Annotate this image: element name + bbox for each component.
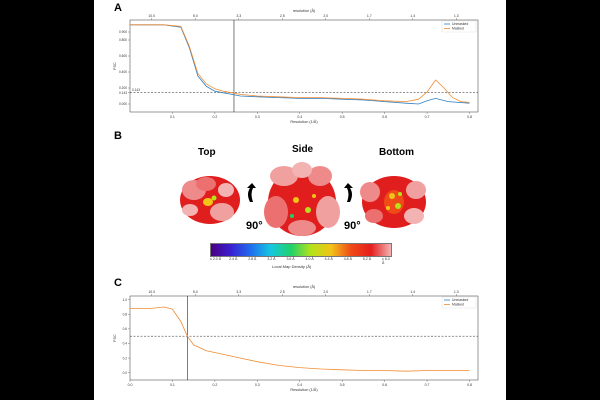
panel-b-letter: B	[114, 130, 122, 142]
y-tick-label: 0.0	[123, 371, 128, 375]
colorbar-tick-label: 3.6 Å	[286, 257, 295, 261]
figure-sheet: A 0.1 0.2 0.3 0.4 0.5 0.6 0.7 0.8 10.0 5.0 3.3 2.5 2…	[94, 0, 506, 400]
rotate-arrow-icon	[344, 183, 353, 202]
x-tick-label: 0.5	[340, 383, 345, 387]
top-tick-label: 5.0	[193, 290, 198, 294]
y-tick-label: 1.0	[123, 298, 128, 302]
top-tick-label: 2.0	[323, 14, 328, 18]
rotation-label-left: 90°	[246, 220, 263, 232]
x-axis-label: Resolution (1/Å)	[290, 119, 318, 124]
colorbar-title: Local Map Density (Å)	[272, 264, 312, 269]
series-unmasked	[130, 24, 470, 105]
y-tick-label: 0.800	[119, 38, 127, 42]
colorbar-tick-label: ≥ 6.0 Å	[382, 257, 390, 265]
x-tick-label: 0.4	[297, 383, 302, 387]
x-tick-label: 0.8	[467, 115, 472, 119]
x-tick-label: 0.7	[425, 383, 430, 387]
legend-box	[441, 20, 477, 33]
plot-frame	[129, 295, 479, 381]
legend-label-unmasked: Unmasked	[452, 22, 468, 26]
legend-label-masked: Masked	[452, 27, 464, 31]
colorbar-tick-label: 4.0 Å	[305, 257, 314, 261]
rotation-label-right: 90°	[344, 220, 361, 232]
top-tick-label: 1.4	[410, 14, 415, 18]
plot-frame	[129, 19, 479, 113]
colorbar-tick-labels: ≤ 2.0 Å 2.4 Å 2.8 Å 3.2 Å 3.6 Å 4.0 Å 4.4 Å 4.8…	[210, 257, 390, 265]
y-axis-label: FSC	[113, 62, 117, 70]
x-tick-label: 0.6	[382, 383, 387, 387]
top-tick-label: 2.0	[323, 290, 328, 294]
legend-label-unmasked: Unmasked	[452, 298, 468, 302]
y-tick-label: 0.143	[119, 91, 127, 95]
fsc-chart-c: 0.0 0.1 0.2 0.3 0.4 0.5 0.6 0.7 0.8 10.0 5.0 3.3 2.5…	[113, 284, 479, 392]
x-tick-label: 0.7	[425, 115, 430, 119]
threshold-label: 0.143	[132, 88, 140, 92]
x-tick-label: 0.4	[297, 115, 302, 119]
y-tick-label: 0.900	[119, 30, 127, 34]
map-bottom-view	[360, 176, 426, 228]
colorbar-tick-label: 2.4 Å	[229, 257, 238, 261]
view-title-bottom: Bottom	[379, 147, 414, 158]
x-tick-label: 0.6	[382, 115, 387, 119]
y-tick-label: 0.600	[119, 54, 127, 58]
x-tick-label: 0.2	[212, 383, 217, 387]
top-tick-label: 1.3	[454, 14, 459, 18]
top-tick-label: 3.3	[236, 14, 241, 18]
x-axis-label: Resolution (1/Å)	[290, 387, 318, 392]
x-tick-label: 0.2	[212, 115, 217, 119]
density-maps	[180, 162, 426, 236]
top-tick-label: 1.7	[367, 290, 372, 294]
y-tick-label: 0.200	[119, 86, 127, 90]
legend-box	[441, 296, 477, 309]
x-tick-label: 0.5	[340, 115, 345, 119]
series-masked	[130, 306, 470, 372]
x-tick-label: 0.3	[255, 383, 260, 387]
y-tick-label: 0.000	[119, 102, 127, 106]
y-axis-label: FSC	[113, 334, 117, 342]
x-tick-label: 0.3	[255, 115, 260, 119]
y-tick-label: 0.8	[123, 312, 128, 316]
fsc-chart-a: 0.1 0.2 0.3 0.4 0.5 0.6 0.7 0.8 10.0 5.0 3.3 2.5 2.0…	[113, 8, 479, 124]
x-tick-label: 0.1	[170, 383, 175, 387]
top-tick-label: 2.5	[280, 14, 285, 18]
top-axis-label: resolution (Å)	[293, 284, 316, 289]
series-masked	[130, 24, 470, 103]
colorbar-tick-label: 4.4 Å	[324, 257, 333, 261]
panel-c-letter: C	[114, 277, 122, 289]
view-title-top: Top	[198, 147, 216, 158]
legend-label-masked: Masked	[452, 303, 464, 307]
colorbar-tick-label: 5.2 Å	[362, 257, 372, 261]
colorbar-tick-label: ≤ 2.0 Å	[210, 257, 222, 261]
top-tick-label: 10.0	[148, 14, 155, 18]
map-top-view	[180, 176, 240, 224]
local-density-colorbar	[210, 243, 392, 257]
top-tick-label: 1.3	[454, 290, 459, 294]
y-tick-label: 0.400	[119, 70, 127, 74]
map-side-view	[264, 162, 340, 236]
top-tick-label: 3.3	[236, 290, 241, 294]
colorbar-tick-label: 4.8 Å	[343, 257, 352, 261]
colorbar-tick-label: 3.2 Å	[267, 257, 276, 261]
top-tick-label: 5.0	[193, 14, 198, 18]
y-tick-label: 0.2	[123, 356, 128, 360]
rotate-arrow-icon	[247, 183, 256, 202]
top-tick-label: 1.4	[410, 290, 415, 294]
y-tick-label: 0.6	[123, 327, 128, 331]
y-tick-label: 0.4	[123, 342, 128, 346]
x-tick-label: 0.0	[128, 383, 133, 387]
top-tick-label: 10.0	[148, 290, 155, 294]
x-tick-label: 0.1	[170, 115, 175, 119]
x-tick-label: 0.8	[467, 383, 472, 387]
panel-a-letter: A	[114, 2, 122, 14]
view-title-side: Side	[292, 144, 314, 155]
top-axis-label: resolution (Å)	[293, 8, 316, 13]
top-tick-label: 1.7	[367, 14, 372, 18]
top-tick-label: 2.5	[280, 290, 285, 294]
colorbar-tick-label: 2.8 Å	[248, 257, 257, 261]
